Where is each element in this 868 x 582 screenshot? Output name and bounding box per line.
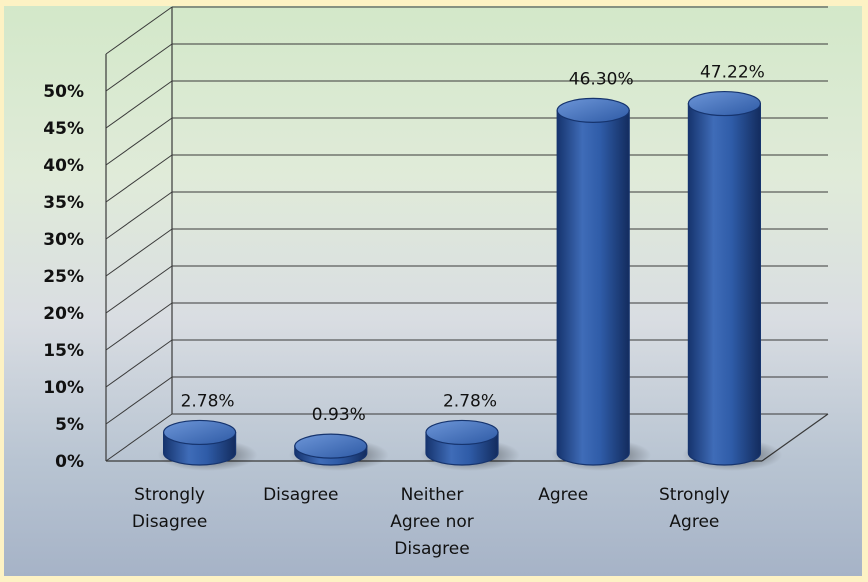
gridline-side [105, 117, 173, 166]
x-category-label: Neither Agree nor Disagree [390, 485, 474, 559]
bar-top [556, 97, 630, 123]
y-tick-label: 5% [55, 415, 84, 435]
label-layer: 0% 5% 10% 15% 20% 25% 30% 35% 40% 45% 50% 2.78% Stro… [43, 63, 765, 559]
x-category-line: Agree [538, 485, 588, 505]
y-tick-label: 20% [43, 304, 84, 324]
data-label: 2.78% [181, 391, 235, 411]
gridline-side [105, 265, 173, 314]
bar-0 [157, 419, 258, 471]
x-category-line: Disagree [132, 512, 207, 532]
gridline-side [105, 80, 173, 129]
gridline-side [105, 413, 173, 462]
x-category-label: Strongly Agree [659, 485, 730, 532]
x-category-label: Disagree [263, 485, 338, 505]
y-tick-label: 10% [43, 378, 84, 398]
data-label: 0.93% [312, 405, 366, 425]
data-label: 46.30% [569, 69, 634, 89]
x-category-line: Strongly [134, 485, 205, 505]
gridline-side [105, 43, 173, 92]
gridline-side [105, 339, 173, 388]
bar-body [687, 102, 761, 466]
x-category-line: Agree [669, 512, 719, 532]
x-category-line: Strongly [659, 485, 730, 505]
x-category-label: Strongly Disagree [132, 485, 207, 532]
gridline-side [105, 228, 173, 277]
y-tick-label: 0% [55, 452, 84, 472]
y-tick-label: 15% [43, 341, 84, 361]
x-category-line: Neither [401, 485, 464, 505]
bar-1 [288, 433, 389, 471]
bar-4 [682, 90, 783, 471]
x-category-label: Agree [538, 485, 588, 505]
y-tick-label: 35% [43, 193, 84, 213]
y-tick-label: 50% [43, 82, 84, 102]
bar-top [425, 419, 499, 446]
x-category-line: Agree nor [390, 512, 474, 532]
bar-2 [420, 419, 520, 471]
y-tick-label: 45% [43, 119, 84, 139]
gridline-side [105, 6, 173, 55]
bar-top [687, 90, 762, 117]
data-label: 2.78% [443, 391, 497, 411]
bar-top [294, 433, 368, 459]
x-category-line: Disagree [394, 539, 469, 559]
gridline-side [105, 376, 173, 425]
x-category-line: Disagree [263, 485, 338, 505]
gridline-side [105, 302, 173, 351]
bar-3 [551, 97, 652, 471]
bar-body [556, 109, 630, 466]
bar-top [163, 419, 237, 446]
y-tick-label: 30% [43, 230, 84, 250]
gridline-side [105, 154, 173, 203]
gridline-side [105, 191, 173, 240]
data-label: 47.22% [700, 63, 765, 83]
y-tick-label: 25% [43, 267, 84, 287]
bar-layer [157, 90, 783, 471]
y-tick-label: 40% [43, 156, 84, 176]
